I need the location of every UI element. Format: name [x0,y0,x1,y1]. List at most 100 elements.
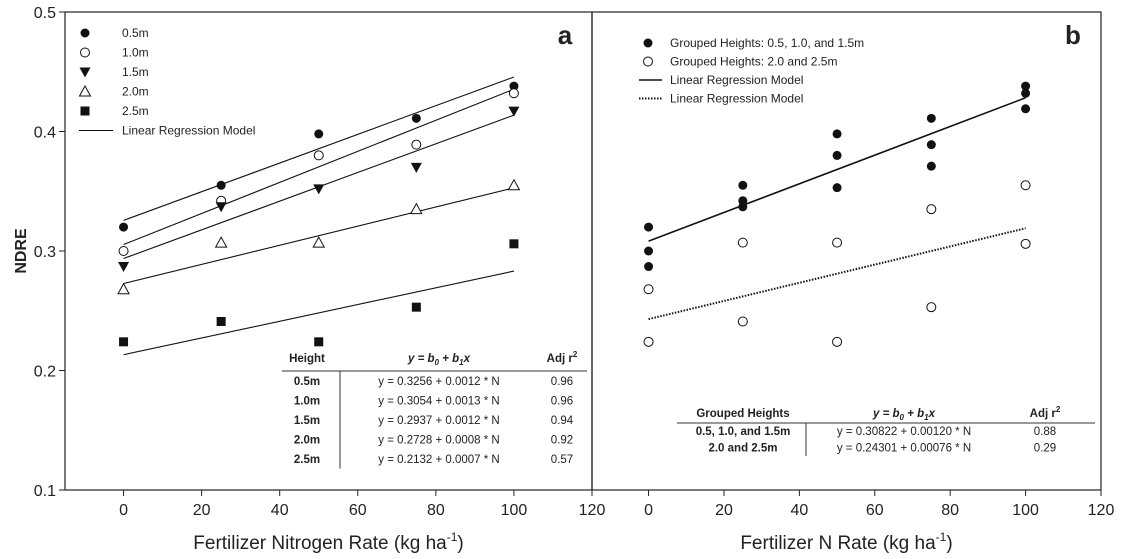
table-header-eq-part: + b [439,353,459,365]
legend-label-line-1: Linear Regression Model [670,73,803,87]
x-tick-label: 20 [715,502,733,519]
data-point-series-1 [644,246,654,256]
table-cell-equation: y = 0.3256 + 0.0012 * N [378,376,499,388]
data-point-series-5 [119,337,129,347]
y-tick-label: 0.5 [34,5,56,22]
data-point-series-4 [312,236,326,248]
table-header-equation: y = b0 + b1x [407,353,471,367]
y-axis-label: NDRE [13,228,30,274]
y-tick-label: 0.3 [34,244,56,261]
data-point-series-1 [738,202,748,212]
legend-label-3: 1.5m [122,65,149,79]
data-point-series-1 [926,140,936,150]
table-header-adj-r2: Adj r2 [547,350,578,365]
data-point-series-5 [509,239,519,249]
regression-line-1 [648,97,1026,242]
panel-letter-b: b [1065,20,1081,50]
data-point-series-5 [314,337,324,347]
x-tick-label: 60 [349,502,367,519]
data-point-series-5 [216,317,226,327]
x-axis-label-end: ) [946,533,952,554]
table-header-adj-r: Adj r [1030,408,1057,420]
data-point-series-3 [215,202,227,213]
x-tick-label: 40 [271,502,289,519]
data-point-series-1 [411,113,421,123]
table-cell-group: 1.5m [294,415,320,427]
table-cell-group: 2.5m [294,454,320,466]
table-cell-adj-r2: 0.96 [551,396,573,408]
x-tick-label: 40 [790,502,808,519]
x-tick-label: 120 [1088,502,1115,519]
data-point-series-2 [1020,238,1031,249]
data-point-series-1 [738,180,748,190]
table-header-equation: y = b0 + b1x [872,408,936,422]
table-cell-adj-r2: 0.29 [1034,443,1056,455]
legend-marker-5 [80,106,90,116]
x-axis-label-main: Fertilizer N Rate (kg ha [740,533,936,554]
data-point-series-2 [508,88,519,99]
data-point-series-2 [832,336,843,347]
plot-frame-b [591,11,1102,491]
legend-label-regression: Linear Regression Model [122,124,255,138]
table-cell-group: 0.5, 1.0, and 1.5m [696,426,791,438]
table-header-group: Height [289,353,325,365]
table-header-eq-part: + b [904,408,924,420]
data-point-series-3 [410,162,422,173]
data-point-series-2 [832,237,843,248]
y-tick-label: 0.1 [34,483,56,500]
data-point-series-2 [643,336,654,347]
legend-marker-4 [78,84,92,97]
table-cell-equation: y = 0.30822 + 0.00120 * N [837,426,971,438]
regression-line-5 [123,270,515,356]
table-header-adj-r-sup: 2 [1056,405,1061,414]
table-header-eq-sub: 1 [924,413,929,422]
data-point-series-1 [644,262,654,272]
data-point-series-1 [314,129,324,139]
data-point-series-1 [926,161,936,171]
legend-label-5: 2.5m [122,104,149,118]
table-cell-equation: y = 0.2728 + 0.0008 * N [378,435,499,447]
table-header-eq-sub: 1 [459,358,464,367]
x-tick-label: 100 [501,502,528,519]
regression-line-4 [123,187,515,285]
x-tick-label: 120 [579,502,606,519]
data-point-series-1 [832,183,842,193]
legend-marker-3 [79,67,91,78]
table-header-eq-sub: 0 [435,358,440,367]
legend-label-line-2: Linear Regression Model [670,92,803,106]
x-axis-label-superscript: -1 [447,530,458,544]
data-point-series-1 [832,150,842,160]
table-header-eq-part: y = b [407,353,435,365]
table-cell-equation: y = 0.24301 + 0.00076 * N [837,443,971,455]
data-point-series-3 [508,106,520,117]
data-point-series-2 [643,284,654,295]
table-cell-adj-r2: 0.96 [551,376,573,388]
data-point-series-2 [118,246,129,256]
data-point-series-4 [409,202,423,215]
data-point-series-1 [119,222,129,232]
legend-marker-2 [643,56,653,67]
data-point-series-1 [216,180,226,190]
data-point-series-2 [737,237,748,248]
table-cell-equation: y = 0.2937 + 0.0012 * N [378,415,499,427]
x-axis-label-end: ) [457,533,463,554]
table-cell-group: 2.0m [294,435,320,447]
data-point-series-2 [926,302,937,313]
x-axis-label: Fertilizer Nitrogen Rate (kg ha-1) [193,530,463,554]
x-tick-label: 80 [941,502,959,519]
table-cell-group: 1.0m [294,396,320,408]
data-point-series-2 [737,316,748,327]
legend-label-2: 1.0m [122,46,149,60]
regression-line-2 [123,88,515,246]
table-cell-equation: y = 0.2132 + 0.0007 * N [378,454,499,466]
table-cell-equation: y = 0.3054 + 0.0013 * N [378,396,499,408]
table-cell-group: 2.0 and 2.5m [708,443,777,455]
x-tick-label: 0 [644,502,653,519]
legend-marker-1 [643,38,653,48]
data-point-series-3 [118,262,130,273]
table-header-eq-part: x [463,353,471,365]
table-header-eq-part: y = b [872,408,900,420]
panel-letter-a: a [558,20,573,50]
chart-text: 0 20 40 60 80 100 1200.10.20.30.40.5NDREFertil… [13,5,1114,554]
data-point-series-4 [117,282,130,295]
